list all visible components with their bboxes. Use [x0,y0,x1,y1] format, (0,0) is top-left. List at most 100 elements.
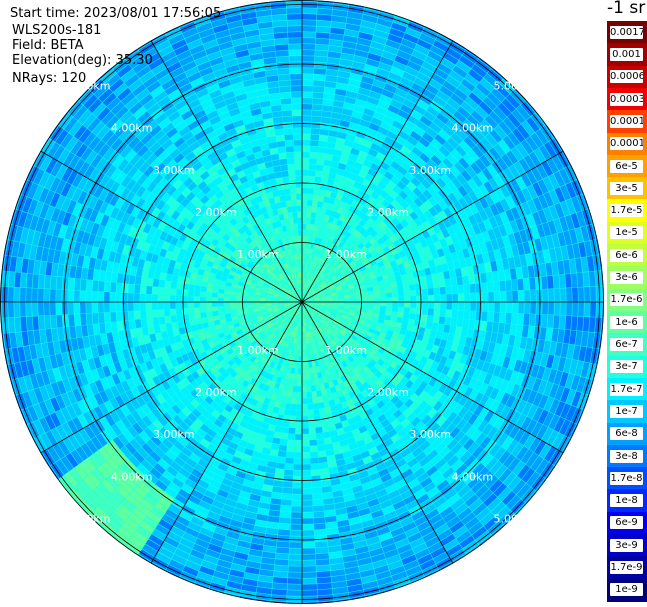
range-gate-cell [354,313,361,318]
range-gate-cell [280,432,289,440]
range-gate-cell [342,487,354,496]
range-gate-cell [186,402,196,413]
range-gate-cell [371,477,383,487]
range-gate-cell [289,324,294,330]
range-gate-cell [285,348,290,355]
range-gate-cell [50,276,57,290]
range-gate-cell [383,319,390,326]
range-gate-cell [351,321,358,327]
range-gate-cell [109,512,125,526]
range-gate-cell [306,306,311,311]
range-gate-cell [293,313,297,319]
range-gate-cell [323,322,329,328]
range-gate-cell [213,370,222,379]
range-gate-cell [373,309,380,315]
range-gate-cell [572,345,581,361]
range-gate-cell [341,420,350,428]
range-gate-cell [341,388,349,396]
range-gate-cell [151,397,161,408]
range-gate-cell [288,348,292,355]
range-gate-cell [238,361,246,369]
range-gate-cell [307,305,312,310]
range-gate-cell [485,475,499,489]
range-gate-cell [136,463,150,476]
range-gate-cell [132,375,142,387]
range-gate-cell [302,206,307,212]
range-gate-cell [348,314,355,319]
range-gate-cell [255,326,262,332]
range-gate-cell [341,482,352,490]
range-gate-cell [425,508,440,520]
range-gate-cell [302,308,304,314]
range-gate-cell [269,315,276,320]
range-gate-cell [400,394,409,404]
range-gate-cell [308,331,312,338]
range-gate-cell [158,316,166,325]
range-gate-cell [134,302,140,311]
range-gate-cell [406,356,415,365]
range-gate-cell [314,378,320,385]
range-gate-cell [545,327,553,341]
range-gate-cell [248,462,259,471]
range-gate-cell [344,324,351,329]
range-gate-cell [549,341,557,356]
range-gate-cell [308,343,312,350]
range-gate-cell [149,451,162,463]
range-gate-cell [453,352,462,362]
range-gate-cell [191,371,200,380]
range-gate-cell [417,347,426,356]
range-gate-cell [560,387,571,403]
range-gate-cell [335,364,341,372]
range-gate-cell [212,453,223,463]
range-gate-cell [518,302,524,314]
range-gate-cell [505,381,515,395]
range-gate-cell [493,365,502,377]
range-gate-cell [241,347,249,355]
range-gate-cell [448,389,458,400]
range-gate-cell [443,450,455,463]
range-gate-cell [308,421,316,428]
range-gate-cell [213,570,229,581]
range-gate-cell [302,374,307,380]
range-gate-cell [499,344,508,356]
range-gate-cell [206,302,212,307]
range-gate-cell [185,457,198,469]
range-gate-cell [217,374,226,383]
range-gate-cell [479,382,489,395]
range-gate-cell [293,470,302,476]
range-gate-cell [220,423,230,432]
range-gate-cell [276,56,289,63]
range-gate-cell [356,393,365,401]
range-gate-cell [386,443,397,453]
range-gate-cell [244,350,251,358]
range-gate-cell [206,292,212,298]
range-gate-cell [403,452,415,463]
range-gate-cell [261,422,270,430]
range-gate-cell [313,329,317,336]
range-gate-cell [168,482,181,494]
range-gate-cell [339,531,352,539]
range-gate-cell [291,398,297,404]
range-gate-cell [151,408,162,420]
range-gate-cell [480,320,487,331]
range-gate-cell [61,392,72,407]
range-gate-cell [256,315,263,320]
range-gate-cell [292,386,298,392]
range-gate-cell [181,431,193,442]
range-gate-cell [447,493,461,506]
range-gate-cell [415,451,427,462]
range-gate-cell [111,489,125,503]
range-gate-cell [536,302,542,315]
range-gate-cell [425,536,440,548]
range-gate-cell [195,279,202,286]
range-gate-cell [276,547,290,554]
range-gate-cell [297,218,302,224]
range-gate-cell [309,311,314,316]
range-gate-cell [179,421,190,432]
range-gate-cell [445,341,453,350]
range-gate-cell [436,501,451,514]
range-gate-cell [223,418,233,427]
range-gate-cell [286,316,292,322]
range-gate-cell [302,500,313,506]
range-gate-cell [331,366,338,374]
